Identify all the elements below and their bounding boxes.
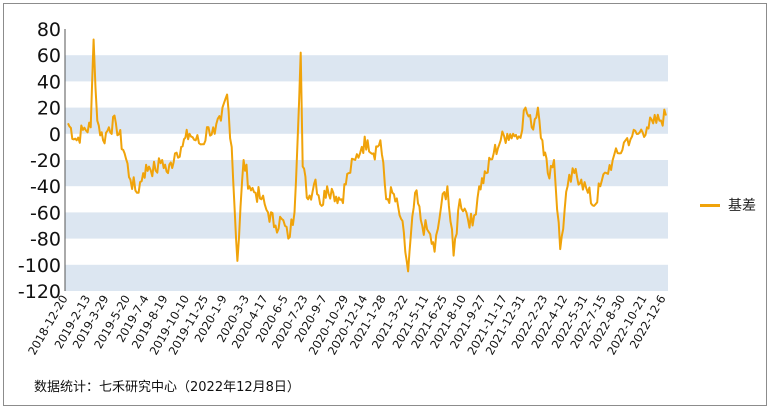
series-group [67,38,667,273]
y-tick-label: 80 [37,19,61,41]
y-tick-label: 60 [37,45,61,67]
plot-bands [65,55,668,291]
source-note: 数据统计：七禾研究中心（2022年12月8日） [34,380,300,395]
plot-band [65,107,668,134]
y-tick-label: -60 [30,202,61,224]
y-tick-label: 0 [49,124,61,146]
legend: 基差 [700,195,756,215]
y-tick-label: -100 [18,255,61,277]
y-tick-label: -120 [18,281,61,303]
plot-band [65,212,668,239]
y-tick-label: -20 [30,150,61,172]
legend-swatch [700,203,720,207]
y-tick-label: -40 [30,176,61,198]
x-axis-ticks: 2018-12-202019-2-132019-3-292019-5-20201… [25,292,669,357]
y-tick-label: -80 [30,229,61,251]
plot-band [65,55,668,82]
y-tick-label: 20 [37,98,61,120]
legend-label: 基差 [728,198,756,214]
y-axis-ticks: 80 60 40 20 0 -20 -40 -60 -80 -100 -120 [18,19,61,303]
plot-band [65,264,668,291]
y-tick-label: 40 [37,71,61,93]
series-line-basis [67,38,667,273]
